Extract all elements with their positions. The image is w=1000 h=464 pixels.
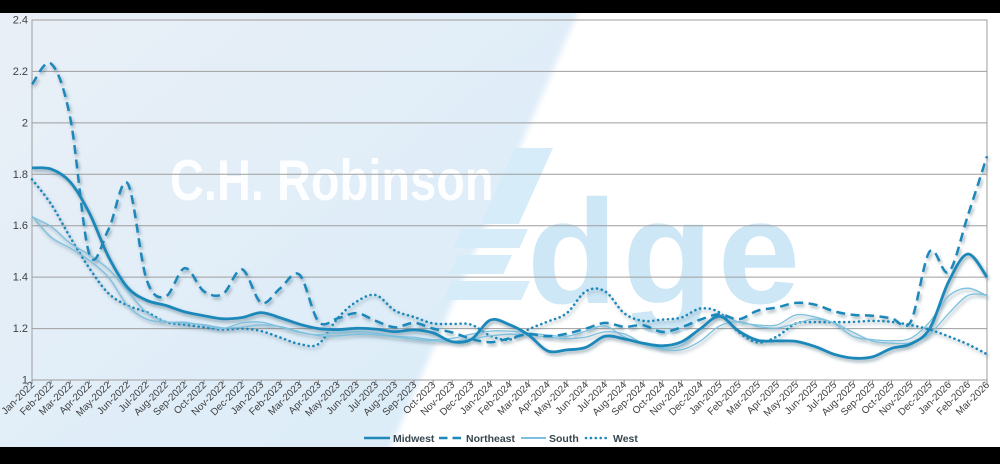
svg-text:Midwest: Midwest (393, 433, 435, 445)
svg-text:C.H. Robinson: C.H. Robinson (170, 150, 494, 213)
svg-text:West: West (613, 433, 638, 445)
svg-text:1.8: 1.8 (13, 169, 28, 181)
svg-text:2.2: 2.2 (13, 66, 28, 78)
svg-text:1.4: 1.4 (13, 272, 28, 284)
svg-text:1: 1 (22, 375, 28, 387)
svg-text:Northeast: Northeast (466, 433, 516, 445)
svg-text:South: South (549, 433, 579, 445)
svg-text:2: 2 (22, 117, 28, 129)
svg-text:dge: dge (527, 170, 805, 335)
svg-text:2.4: 2.4 (13, 15, 28, 27)
svg-text:1.2: 1.2 (13, 323, 28, 335)
svg-text:1.6: 1.6 (13, 220, 28, 232)
